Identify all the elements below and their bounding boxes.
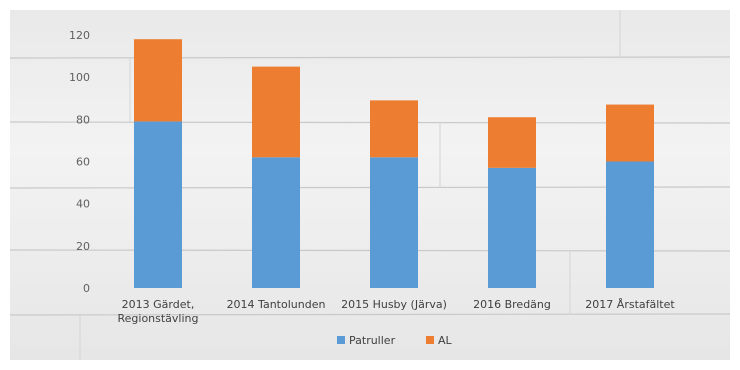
- y-tick-label: 80: [76, 113, 90, 126]
- legend-label-al: AL: [438, 334, 453, 347]
- bar-al: [252, 66, 300, 158]
- bar-al: [134, 39, 182, 122]
- x-tick-label: 2017 Årstafältet: [585, 298, 675, 311]
- bar-patruller: [252, 157, 300, 288]
- plank-seam: [10, 313, 730, 316]
- y-tick-label: 100: [69, 71, 90, 84]
- bar-al: [370, 100, 418, 158]
- y-tick-label: 120: [69, 29, 90, 42]
- legend-swatch-al: [426, 336, 434, 344]
- bar-al: [488, 117, 536, 168]
- bar-al: [606, 104, 654, 162]
- y-tick-label: 60: [76, 156, 90, 169]
- x-tick-label: 2016 Bredäng: [473, 298, 551, 311]
- x-tick-label: 2014 Tantolunden: [227, 298, 326, 311]
- y-tick-label: 20: [76, 240, 90, 253]
- bar-patruller: [134, 121, 182, 288]
- plank-seam: [10, 56, 730, 59]
- x-tick-label: 2015 Husby (Järva): [341, 298, 447, 311]
- bar-patruller: [488, 167, 536, 288]
- bar-patruller: [606, 161, 654, 288]
- y-tick-label: 0: [83, 282, 90, 295]
- y-tick-label: 40: [76, 198, 90, 211]
- legend-swatch-patruller: [337, 336, 345, 344]
- bar-patruller: [370, 157, 418, 288]
- legend-label-patruller: Patruller: [349, 334, 396, 347]
- x-tick-label: 2013 Gärdet, Regionstävling: [117, 298, 198, 325]
